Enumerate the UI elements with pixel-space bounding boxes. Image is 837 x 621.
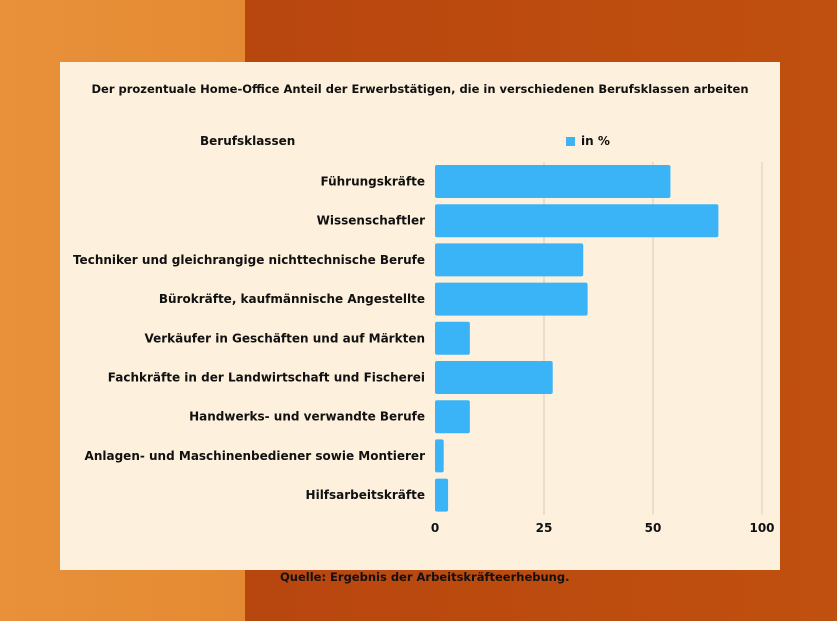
- bar: [435, 204, 719, 238]
- category-label: Führungskräfte: [320, 175, 425, 189]
- x-tick-label: 0: [431, 521, 439, 535]
- x-tick-label: 100: [749, 521, 774, 535]
- category-label: Verkäufer in Geschäften und auf Märkten: [144, 331, 425, 345]
- x-tick-label: 25: [536, 521, 553, 535]
- category-label: Wissenschaftler: [317, 214, 425, 228]
- bar: [435, 243, 584, 277]
- category-label: Handwerks- und verwandte Berufe: [189, 410, 425, 424]
- bar: [435, 321, 470, 355]
- plot-area: 0 25 50 100 Führungskräfte Wissenschaftler Tec…: [73, 162, 775, 535]
- legend-label: in %: [581, 134, 610, 148]
- category-label: Hilfsarbeitskräfte: [306, 488, 425, 502]
- category-label: Fachkräfte in der Landwirtschaft und Fis…: [108, 371, 425, 385]
- y-axis-label: Berufsklassen: [200, 134, 296, 148]
- bar: [435, 400, 470, 434]
- category-label: Anlagen- und Maschinenbediener sowie Mon…: [85, 449, 426, 463]
- chart-card: Der prozentuale Home-Office Anteil der E…: [60, 62, 780, 570]
- x-tick-label: 50: [645, 521, 662, 535]
- bar: [435, 478, 449, 512]
- bar: [435, 361, 553, 394]
- category-label: Bürokräfte, kaufmännische Angestellte: [159, 292, 425, 306]
- legend-swatch: [566, 136, 575, 146]
- bar: [435, 282, 588, 316]
- category-label: Techniker und gleichrangige nichttechnis…: [73, 253, 425, 267]
- source-note: Quelle: Ergebnis der Arbeitskräfteerhebu…: [280, 570, 570, 584]
- bar: [435, 439, 444, 473]
- bar: [435, 165, 671, 198]
- chart-title: Der prozentuale Home-Office Anteil der E…: [91, 82, 749, 96]
- legend: in %: [566, 134, 610, 148]
